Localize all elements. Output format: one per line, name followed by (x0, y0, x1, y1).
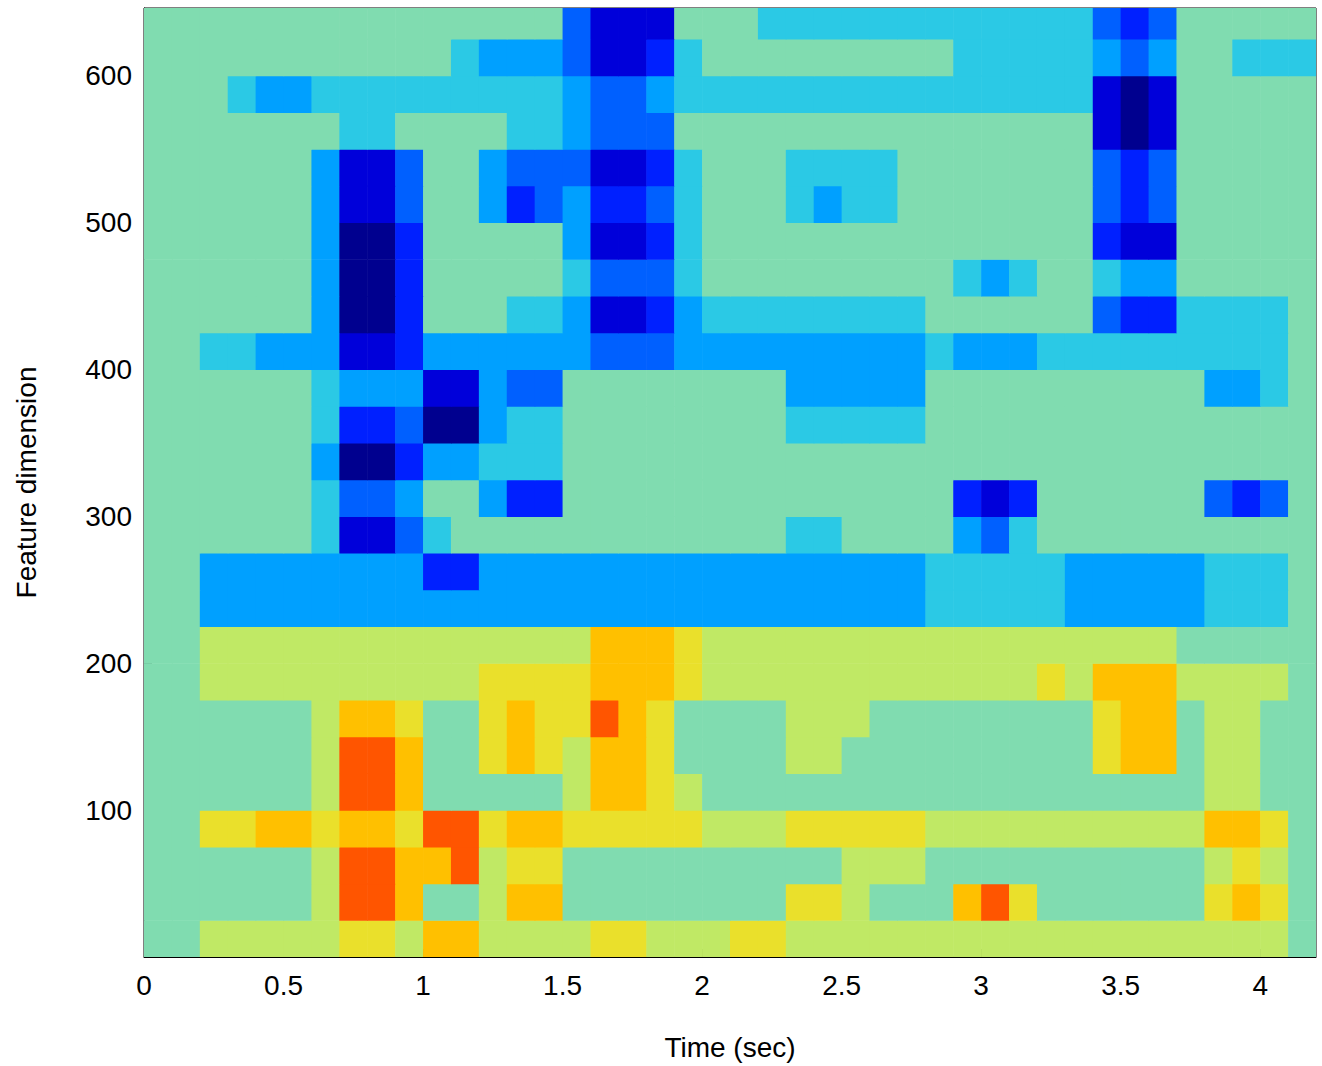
svg-text:2.5: 2.5 (822, 970, 861, 1001)
svg-text:600: 600 (85, 60, 132, 91)
svg-text:3.5: 3.5 (1101, 970, 1140, 1001)
svg-text:300: 300 (85, 501, 132, 532)
svg-text:2: 2 (694, 970, 710, 1001)
svg-text:400: 400 (85, 354, 132, 385)
svg-text:Time (sec): Time (sec) (664, 1032, 795, 1063)
svg-text:200: 200 (85, 648, 132, 679)
svg-text:500: 500 (85, 207, 132, 238)
svg-text:Feature dimension: Feature dimension (11, 367, 42, 599)
svg-text:4: 4 (1252, 970, 1268, 1001)
svg-text:0: 0 (136, 970, 152, 1001)
svg-text:1: 1 (415, 970, 431, 1001)
svg-text:0.5: 0.5 (264, 970, 303, 1001)
svg-text:3: 3 (973, 970, 989, 1001)
svg-text:1.5: 1.5 (543, 970, 582, 1001)
svg-text:100: 100 (85, 795, 132, 826)
